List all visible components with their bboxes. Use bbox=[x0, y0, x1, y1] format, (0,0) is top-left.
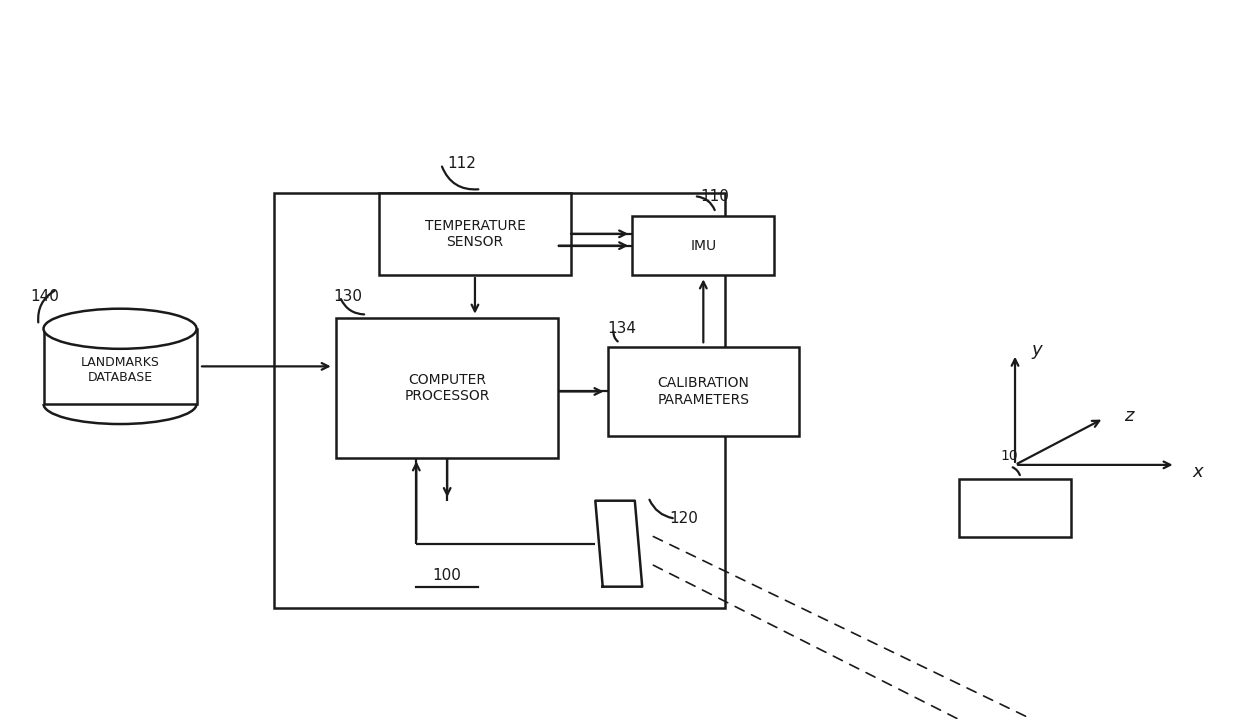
FancyBboxPatch shape bbox=[960, 479, 1070, 536]
Text: y: y bbox=[1032, 342, 1043, 360]
Text: 10: 10 bbox=[1001, 450, 1018, 464]
FancyBboxPatch shape bbox=[336, 318, 558, 458]
Text: CALIBRATION
PARAMETERS: CALIBRATION PARAMETERS bbox=[657, 376, 749, 406]
Text: 130: 130 bbox=[334, 289, 362, 304]
Text: LANDMARKS
DATABASE: LANDMARKS DATABASE bbox=[81, 356, 160, 384]
Text: 134: 134 bbox=[608, 321, 636, 336]
Text: z: z bbox=[1123, 407, 1133, 425]
Text: x: x bbox=[1193, 463, 1203, 481]
FancyBboxPatch shape bbox=[43, 329, 197, 404]
Text: COMPUTER
PROCESSOR: COMPUTER PROCESSOR bbox=[404, 373, 490, 403]
Text: 140: 140 bbox=[30, 289, 58, 304]
Text: 120: 120 bbox=[670, 511, 698, 526]
Text: TEMPERATURE
SENSOR: TEMPERATURE SENSOR bbox=[424, 219, 526, 249]
Text: 112: 112 bbox=[448, 157, 476, 172]
Text: 110: 110 bbox=[701, 188, 729, 204]
Text: IMU: IMU bbox=[691, 239, 717, 253]
FancyBboxPatch shape bbox=[632, 217, 774, 275]
FancyBboxPatch shape bbox=[379, 193, 570, 275]
FancyBboxPatch shape bbox=[608, 347, 799, 436]
Text: 100: 100 bbox=[433, 568, 461, 583]
Ellipse shape bbox=[43, 309, 197, 349]
FancyBboxPatch shape bbox=[274, 193, 725, 608]
